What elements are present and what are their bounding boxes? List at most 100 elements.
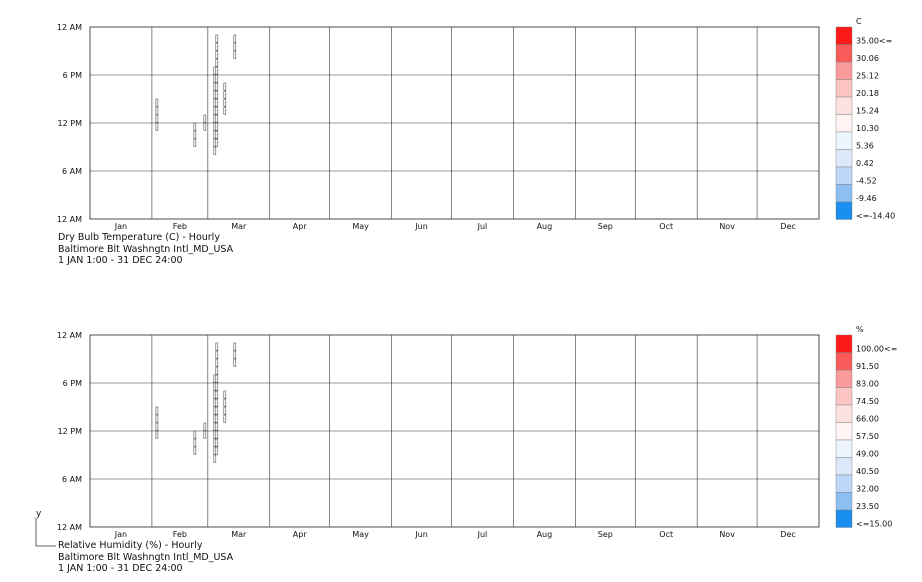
panel-2-legend-label: 57.50 [856, 432, 879, 441]
panel-1-ytick-label: 6 AM [62, 167, 82, 176]
panel-2-data-cell [215, 446, 219, 455]
panel-1-month-label: Aug [537, 222, 553, 231]
panel-1-legend-label: 10.30 [856, 124, 879, 133]
panel-1-legend-swatch [835, 184, 853, 203]
panel-1-month-label: Nov [719, 222, 735, 231]
panel-2-data-cell [215, 390, 219, 399]
panel-2-location: Baltimore Blt Washngtn Intl_MD_USA [58, 551, 234, 563]
panel-1-legend-label: -9.46 [856, 194, 877, 203]
panel-2-legend-swatch [835, 404, 853, 423]
panel-2-legend-swatch [835, 457, 853, 476]
panel-1-legend-swatch [835, 79, 853, 98]
panel-1-month-label: Sep [598, 222, 613, 231]
panel-1-data-cell [215, 90, 219, 99]
axis-corner-label: y [36, 509, 42, 519]
panel-1-legend-label: 35.00<= [856, 37, 892, 46]
panel-2-legend-label: 40.50 [856, 467, 879, 476]
panel-2-ytick-label: 12 AM [57, 523, 82, 532]
panel-2-legend-swatch [835, 334, 853, 353]
panel-2-data-cell [233, 350, 237, 359]
panel-2-data-cell [213, 390, 217, 399]
panel-2-data-cell [215, 430, 219, 439]
panel-1-location: Baltimore Blt Washngtn Intl_MD_USA [58, 243, 234, 255]
panel-1-caption: Dry Bulb Temperature (C) - Hourly Baltim… [58, 232, 233, 267]
panel-1-data-cell [155, 106, 159, 115]
panel-1-legend-label: 25.12 [856, 72, 879, 81]
panel-1-data-cell [215, 66, 219, 75]
panel-2-month-label: Jun [414, 530, 428, 539]
panel-1-data-cell [213, 122, 217, 131]
panel-1-legend-label: 30.06 [856, 54, 879, 63]
panel-2-data-cell [155, 422, 159, 431]
panel-2-data-cell [193, 438, 197, 447]
panel-1-data-cell [155, 122, 159, 131]
panel-2-data-cell [155, 430, 159, 439]
panel-1-ytick-label: 12 AM [57, 23, 82, 32]
panel-2-legend-swatch [835, 509, 853, 528]
panel-2-data-cell [223, 414, 227, 423]
panel-1-data-cell [223, 90, 227, 99]
panel-1-data-cell [223, 98, 227, 107]
panel-1-legend-swatch [835, 201, 853, 220]
panel-2-data-cell [203, 422, 207, 431]
panel-2-month-label: Nov [719, 530, 735, 539]
panel-1-ytick-label: 12 PM [58, 119, 83, 128]
panel-2-data-cell [213, 374, 217, 383]
panel-2-month-label: Aug [537, 530, 553, 539]
panel-1-legend-swatch [835, 96, 853, 115]
panel-1-data-cell [193, 130, 197, 139]
panel-2-data-cell [215, 382, 219, 391]
panel-2-data-cell [213, 446, 217, 455]
panel-1-month-label: Jul [477, 222, 488, 231]
panel-2-data-cell [215, 438, 219, 447]
panel-2-data-cell [155, 414, 159, 423]
panel-1-data-cell [203, 122, 207, 131]
panel-1-legend-unit: C [856, 17, 862, 26]
panel-1-data-cell [215, 82, 219, 91]
panel-2-legend-swatch [835, 352, 853, 371]
panel-1-legend-label: 0.42 [856, 159, 874, 168]
panel-2-data-cell [223, 406, 227, 415]
panel-2-data-cell [213, 414, 217, 423]
panel-2-data-cell [193, 446, 197, 455]
panel-1-data-cell [215, 74, 219, 83]
panel-1-month-label: Dec [780, 222, 795, 231]
panel-2-data-cell [215, 358, 219, 367]
panel-1-month-label: Mar [231, 222, 247, 231]
panel-2-data-cell [223, 390, 227, 399]
panel-1-ytick-label: 12 AM [57, 215, 82, 224]
panel-1-data-cell [215, 114, 219, 123]
panel-2-month-label: May [352, 530, 369, 539]
panel-1-data-cell [213, 106, 217, 115]
panel-2-caption: Relative Humidity (%) - Hourly Baltimore… [58, 540, 233, 575]
panel-2-month-label: Dec [780, 530, 795, 539]
panel-2-legend-swatch [835, 422, 853, 441]
panel-2-data-cell [213, 382, 217, 391]
panel-2-data-cell [213, 454, 217, 463]
panel-1-data-cell [213, 66, 217, 75]
panel-2-data-cell [215, 366, 219, 375]
panel-2-data-cell [213, 430, 217, 439]
panel-1-data-cell [215, 130, 219, 139]
panel-2-legend-label: 32.00 [856, 485, 879, 494]
panel-2-month-label: Mar [231, 530, 247, 539]
panel-1-legend-swatch [835, 149, 853, 168]
panel-1-data-cell [223, 82, 227, 91]
panel-1-data-cell [213, 98, 217, 107]
panel-2-data-cell [215, 398, 219, 407]
panel-1-data-cell [213, 82, 217, 91]
panel-1-data-cell [215, 42, 219, 51]
panel-2-legend-label: 83.00 [856, 380, 879, 389]
panel-1-data-cell [215, 58, 219, 67]
panel-2-legend-swatch [835, 492, 853, 511]
panel-1-data-cell [193, 138, 197, 147]
panel-1-title: Dry Bulb Temperature (C) - Hourly [58, 232, 220, 243]
panel-1-data-cell [213, 146, 217, 155]
panel-2-data-cell [213, 422, 217, 431]
panel-1-data-cell [213, 90, 217, 99]
panel-2-data-cell [215, 422, 219, 431]
panel-2-data-cell [193, 430, 197, 439]
panel-1-month-label: Jan [114, 222, 127, 231]
panel-1-legend-swatch [835, 131, 853, 150]
panel-1-month-label: May [352, 222, 369, 231]
